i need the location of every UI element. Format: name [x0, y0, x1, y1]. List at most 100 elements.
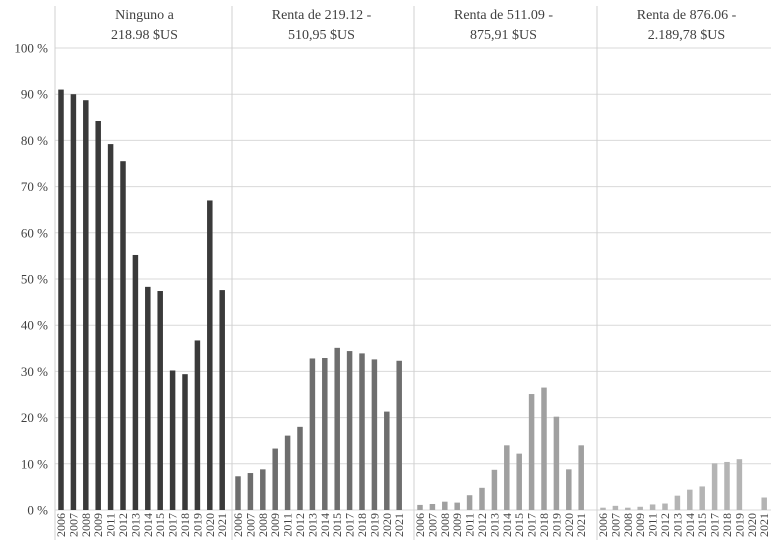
x-tick-label: 2008: [256, 513, 270, 537]
bar: [516, 453, 522, 510]
x-tick-label: 2021: [757, 513, 771, 537]
bar: [120, 161, 126, 510]
panel-title: Renta de 511.09 -: [454, 8, 553, 23]
bar: [429, 503, 436, 510]
panel-title: Renta de 219.12 -: [272, 8, 372, 23]
bar: [417, 504, 423, 510]
x-tick-label: 2011: [463, 513, 477, 537]
bar: [637, 506, 643, 510]
y-tick-label: 10 %: [21, 456, 48, 471]
x-tick-label: 2009: [91, 513, 105, 537]
x-tick-label: 2015: [695, 513, 709, 537]
x-tick-label: 2019: [190, 513, 204, 537]
bar: [359, 353, 365, 510]
x-tick-label: 2020: [380, 513, 394, 537]
bar: [235, 476, 241, 510]
bar: [699, 486, 705, 510]
x-tick-label: 2015: [330, 513, 344, 537]
bar: [260, 469, 266, 510]
bar: [194, 340, 201, 510]
y-tick-label: 30 %: [21, 364, 48, 379]
bar: [466, 495, 473, 510]
bar: [454, 502, 460, 510]
bar: [309, 358, 316, 510]
x-tick-label: 2018: [537, 513, 551, 537]
x-tick-label: 2012: [116, 513, 130, 537]
x-tick-label: 2019: [367, 513, 381, 537]
bar: [384, 411, 390, 510]
bar: [687, 489, 693, 510]
x-tick-label: 2014: [500, 513, 514, 537]
bar: [600, 507, 606, 510]
x-tick-label: 2018: [720, 513, 734, 537]
y-tick-label: 40 %: [21, 318, 48, 333]
x-tick-label: 2014: [683, 513, 697, 537]
x-tick-label: 2019: [732, 513, 746, 537]
bar: [322, 358, 328, 510]
bar: [247, 473, 254, 510]
x-tick-label: 2020: [203, 513, 217, 537]
y-tick-label: 0 %: [27, 503, 48, 518]
bar: [169, 370, 176, 510]
x-tick-label: 2012: [658, 513, 672, 537]
bar: [132, 254, 139, 510]
bar: [272, 448, 278, 510]
panel-title: 218.98 $US: [111, 28, 178, 43]
bar: [566, 469, 572, 510]
bar: [528, 394, 535, 510]
x-tick-label: 2013: [487, 513, 501, 537]
panel-title: Renta de 876.06 -: [637, 8, 737, 23]
x-tick-label: 2019: [549, 513, 563, 537]
x-tick-label: 2018: [178, 513, 192, 537]
x-tick-label: 2013: [128, 513, 142, 537]
y-tick-label: 50 %: [21, 272, 48, 287]
bar: [207, 200, 213, 510]
y-tick-label: 60 %: [21, 225, 48, 240]
bar: [334, 347, 340, 510]
x-tick-label: 2012: [293, 513, 307, 537]
x-tick-label: 2012: [475, 513, 489, 537]
x-tick-label: 2021: [215, 513, 229, 537]
x-tick-label: 2009: [450, 513, 464, 537]
bar: [371, 359, 378, 510]
bar: [761, 497, 767, 510]
panel-title: 510,95 $US: [288, 28, 355, 43]
panel-title: 2.189,78 $US: [648, 28, 725, 43]
bar: [553, 416, 560, 510]
bar: [346, 351, 353, 510]
bar: [578, 445, 584, 510]
x-tick-label: 2009: [633, 513, 647, 537]
bar: [83, 100, 89, 511]
bar: [442, 501, 448, 510]
bar: [70, 94, 77, 510]
x-tick-label: 2007: [243, 513, 257, 537]
x-tick-label: 2008: [621, 513, 635, 537]
x-tick-label: 2013: [670, 513, 684, 537]
x-tick-label: 2007: [66, 513, 80, 537]
x-tick-label: 2017: [166, 513, 180, 537]
x-tick-label: 2021: [392, 513, 406, 537]
y-tick-label: 100 %: [14, 41, 48, 56]
x-tick-label: 2017: [708, 513, 722, 537]
y-tick-label: 70 %: [21, 179, 48, 194]
x-tick-label: 2014: [318, 513, 332, 537]
x-tick-label: 2017: [525, 513, 539, 537]
x-tick-label: 2006: [231, 513, 245, 537]
bar: [724, 461, 730, 510]
bar: [662, 503, 668, 510]
x-tick-label: 2006: [596, 513, 610, 537]
x-tick-label: 2013: [305, 513, 319, 537]
x-tick-label: 2007: [425, 513, 439, 537]
bar: [58, 89, 64, 510]
x-tick-label: 2006: [413, 513, 427, 537]
x-tick-label: 2008: [79, 513, 93, 537]
bar: [736, 459, 743, 510]
bar: [625, 507, 631, 510]
x-tick-label: 2015: [153, 513, 167, 537]
y-tick-label: 90 %: [21, 87, 48, 102]
x-tick-label: 2020: [562, 513, 576, 537]
x-tick-label: 2018: [355, 513, 369, 537]
x-tick-label: 2011: [646, 513, 660, 537]
bar: [649, 504, 656, 510]
